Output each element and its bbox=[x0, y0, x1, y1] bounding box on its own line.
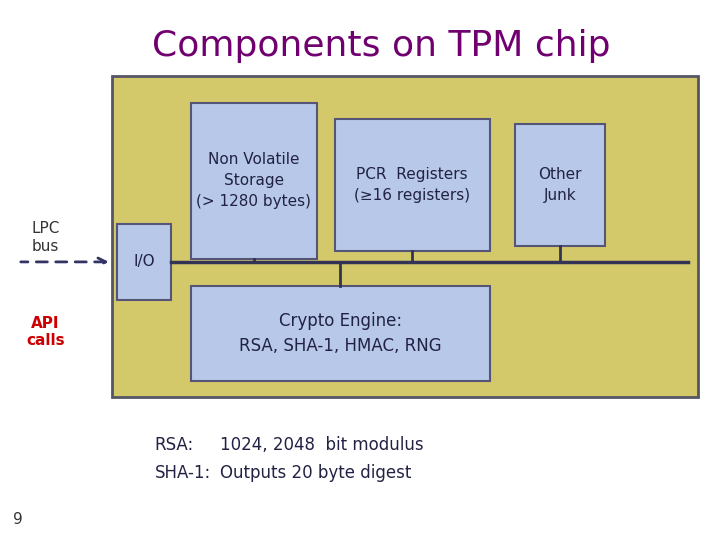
Bar bbox=[515, 124, 605, 246]
Bar bbox=[191, 286, 490, 381]
Text: I/O: I/O bbox=[133, 254, 156, 269]
Text: LPC
bus: LPC bus bbox=[31, 221, 60, 254]
Text: 9: 9 bbox=[13, 511, 23, 526]
Text: RSA:: RSA: bbox=[155, 436, 194, 455]
Text: Components on TPM chip: Components on TPM chip bbox=[153, 29, 611, 63]
Text: Outputs 20 byte digest: Outputs 20 byte digest bbox=[220, 463, 411, 482]
Text: SHA-1:: SHA-1: bbox=[155, 463, 211, 482]
Text: 1024, 2048  bit modulus: 1024, 2048 bit modulus bbox=[220, 436, 423, 455]
Bar bbox=[335, 119, 490, 251]
Text: Non Volatile
Storage
(> 1280 bytes): Non Volatile Storage (> 1280 bytes) bbox=[197, 152, 311, 210]
Bar bbox=[112, 76, 698, 397]
Text: Other
Junk: Other Junk bbox=[538, 167, 582, 203]
Text: Crypto Engine:
RSA, SHA-1, HMAC, RNG: Crypto Engine: RSA, SHA-1, HMAC, RNG bbox=[239, 312, 441, 355]
Bar bbox=[191, 103, 317, 259]
Text: PCR  Registers
(≥16 registers): PCR Registers (≥16 registers) bbox=[354, 167, 470, 203]
Bar bbox=[117, 224, 171, 300]
Text: API
calls: API calls bbox=[26, 316, 65, 348]
